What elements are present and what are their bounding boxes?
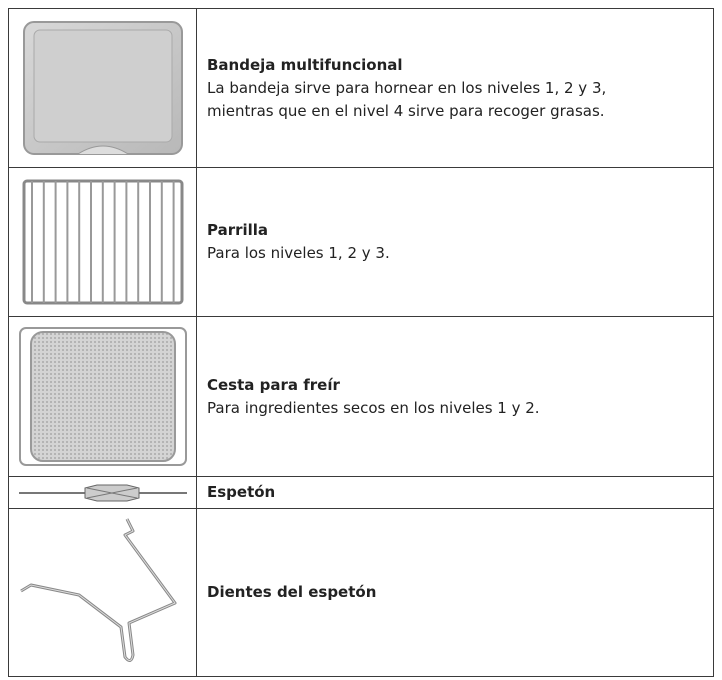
spit-image (18, 484, 187, 501)
text-cell: Espetón (196, 476, 714, 509)
text-cell: Dientes del espetón (196, 508, 714, 677)
description-line: Para ingredientes secos en los niveles 1… (207, 398, 540, 417)
item-title: Dientes del espetón (207, 583, 377, 601)
item-description: Para los niveles 1, 2 y 3. (207, 242, 713, 265)
table-row: Espetón (8, 476, 714, 509)
text-cell: Bandeja multifuncional La bandeja sirve … (196, 8, 714, 168)
image-cell (8, 476, 197, 509)
item-title: Bandeja multifuncional (207, 55, 403, 74)
description-line: Para los niveles 1, 2 y 3. (207, 244, 390, 262)
description-line: mientras que en el nivel 4 sirve para re… (207, 101, 605, 120)
text-cell: Cesta para freír Para ingredientes secos… (196, 316, 714, 477)
forks-image (19, 518, 176, 662)
rack-image (22, 179, 183, 304)
item-title: Parrilla (207, 221, 269, 239)
text-cell: Parrilla Para los niveles 1, 2 y 3. (196, 167, 714, 317)
basket-image (18, 327, 187, 466)
item-description: La bandeja sirve para hornear en los niv… (207, 77, 713, 123)
item-title: Espetón (207, 483, 276, 501)
tray-image (22, 20, 183, 155)
image-cell (8, 316, 197, 477)
accessories-table: Bandeja multifuncional La bandeja sirve … (8, 8, 714, 677)
table-row: Cesta para freír Para ingredientes secos… (8, 316, 714, 477)
item-title: Cesta para freír (207, 375, 340, 394)
table-row: Dientes del espetón (8, 508, 714, 677)
image-cell (8, 167, 197, 317)
image-cell (8, 8, 197, 168)
description-line: La bandeja sirve para hornear en los niv… (207, 78, 607, 97)
table-row: Bandeja multifuncional La bandeja sirve … (8, 8, 714, 168)
image-cell (8, 508, 197, 677)
item-description: Para ingredientes secos en los niveles 1… (207, 397, 713, 420)
table-row: Parrilla Para los niveles 1, 2 y 3. (8, 167, 714, 317)
